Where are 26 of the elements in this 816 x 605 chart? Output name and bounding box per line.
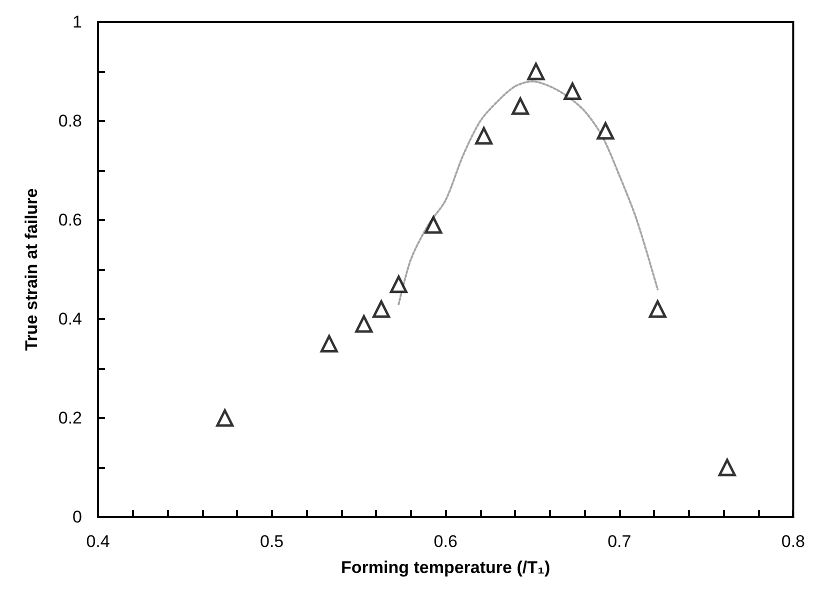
point: [564, 82, 582, 100]
y-tick-label: 1: [72, 12, 82, 32]
point: [527, 62, 545, 80]
x-tick-label: 0.5: [260, 532, 284, 551]
point: [372, 300, 390, 318]
y-tick-label: 0.6: [58, 210, 82, 230]
point: [216, 409, 234, 427]
point: [424, 216, 442, 234]
y-tick-label: 0.2: [58, 408, 82, 428]
point: [390, 276, 408, 294]
y-tick-label: 0: [72, 508, 82, 526]
point: [355, 315, 373, 333]
point: [596, 122, 614, 140]
x-tick-label: 0.7: [608, 532, 632, 551]
y-tick-label: 0.8: [58, 112, 82, 130]
x-tick-label: 0.8: [781, 532, 806, 551]
point: [475, 127, 493, 145]
point: [512, 97, 530, 115]
x-tick-label: 0.4: [86, 532, 110, 551]
point: [648, 300, 666, 318]
x-axis-title: Forming temperature (/T₁): [341, 558, 550, 577]
point: [320, 335, 338, 352]
y-axis-title: True strain at failure: [22, 188, 41, 351]
y-tick-label: 0.4: [58, 310, 82, 328]
point: [718, 458, 736, 476]
x-tick-label: 0.6: [434, 532, 458, 551]
